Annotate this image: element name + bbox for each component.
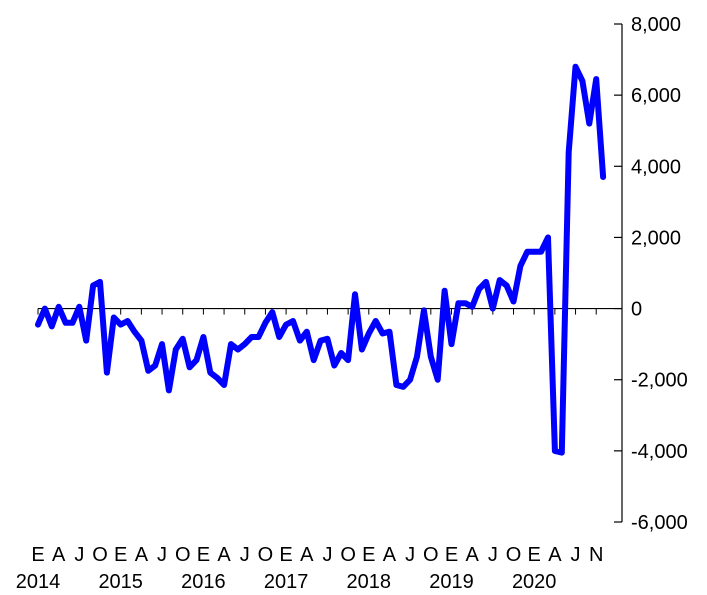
x-month-label: O [258, 544, 274, 566]
x-year-label: 2018 [347, 571, 392, 590]
x-month-label: A [300, 544, 314, 566]
x-month-label: J [240, 544, 250, 566]
x-month-label: N [589, 544, 603, 566]
x-month-label: J [157, 544, 167, 566]
x-month-label: E [445, 544, 458, 566]
x-month-label: O [175, 544, 191, 566]
x-month-label: J [74, 544, 84, 566]
y-tick-label: -4,000 [631, 441, 688, 463]
y-tick-label: -2,000 [631, 370, 688, 392]
axes-layer [37, 23, 623, 523]
x-month-label: A [52, 544, 66, 566]
x-month-label: O [92, 544, 108, 566]
x-month-label: E [279, 544, 292, 566]
x-month-label: E [197, 544, 210, 566]
y-tick-label: 0 [631, 299, 642, 321]
x-month-label: E [31, 544, 44, 566]
x-month-label: A [135, 544, 149, 566]
x-month-label: J [322, 544, 332, 566]
x-year-label: 2020 [512, 571, 557, 590]
x-month-label: A [548, 544, 562, 566]
x-year-label: 2014 [16, 571, 61, 590]
series-layer [35, 63, 607, 456]
x-month-label: E [114, 544, 127, 566]
x-year-label: 2019 [429, 571, 474, 590]
x-year-label: 2017 [264, 571, 309, 590]
x-month-label: E [362, 544, 375, 566]
series-line [35, 63, 607, 456]
y-tick-label: 8,000 [631, 14, 681, 36]
x-month-label: J [488, 544, 498, 566]
x-month-label: A [383, 544, 397, 566]
labels-layer: -6,000 -4,000 -2,000 0 2,000 4,000 6,000 8,000 E… [16, 14, 688, 593]
y-tick-label: -6,000 [631, 512, 688, 534]
y-tick-label: 2,000 [631, 227, 681, 249]
x-month-label: J [571, 544, 581, 566]
x-month-label: J [405, 544, 415, 566]
x-month-label: A [465, 544, 479, 566]
y-tick-label: 4,000 [631, 156, 681, 178]
x-month-label: O [506, 544, 522, 566]
x-month-label: O [340, 544, 356, 566]
x-month-label: A [217, 544, 231, 566]
y-tick-label: 6,000 [631, 85, 681, 107]
x-month-label: O [423, 544, 439, 566]
x-year-label: 2016 [181, 571, 226, 590]
x-year-label: 2015 [98, 571, 143, 590]
x-month-label: E [528, 544, 541, 566]
